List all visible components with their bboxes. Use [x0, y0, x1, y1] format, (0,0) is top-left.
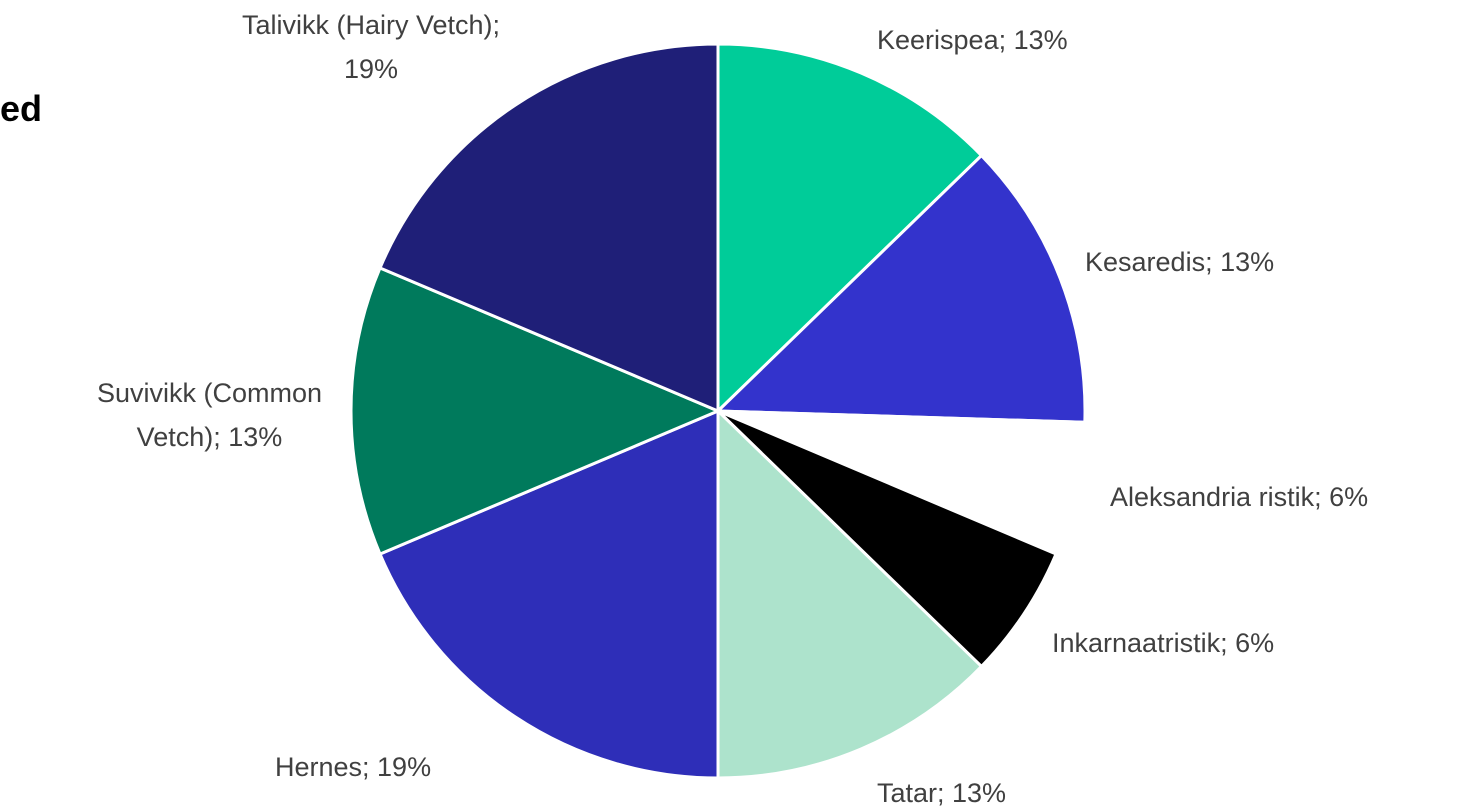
slice-label: Talivikk (Hairy Vetch); 19%	[242, 3, 500, 91]
slice-label: Hernes; 19%	[275, 745, 431, 789]
slice-label: Keerispea; 13%	[877, 18, 1068, 62]
slide: ed Keerispea; 13%Kesaredis; 13%Aleksandr…	[0, 0, 1468, 808]
slice-label: Tatar; 13%	[877, 771, 1006, 808]
slice-label: Suvivikk (Common Vetch); 13%	[97, 371, 322, 459]
slice-label: Inkarnaatristik; 6%	[1052, 621, 1274, 665]
slice-label: Aleksandria ristik; 6%	[1110, 475, 1368, 519]
slice-label: Kesaredis; 13%	[1085, 240, 1274, 284]
